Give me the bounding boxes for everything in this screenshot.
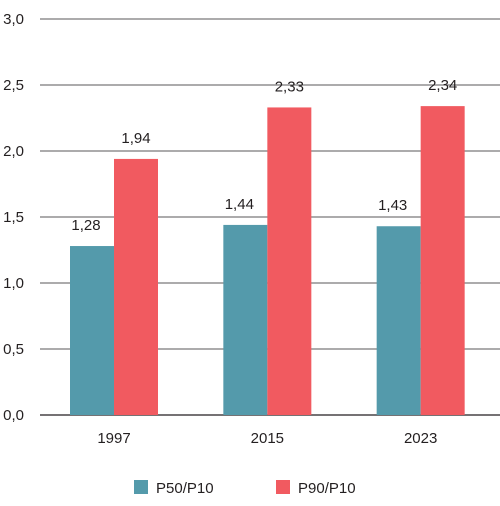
y-tick-label: 1,5: [3, 209, 24, 226]
bar: [420, 106, 465, 416]
y-tick-label: 3,0: [3, 11, 24, 28]
data-label: 1,44: [225, 196, 254, 213]
legend: P50/P10 P90/P10: [134, 480, 356, 497]
x-axis-tick-labels: 1997 2015 2023: [97, 430, 437, 447]
x-tick-label: 2023: [404, 430, 437, 447]
y-tick-label: 0,5: [3, 341, 24, 358]
data-label: 1,43: [378, 197, 407, 214]
y-tick-label: 2,0: [3, 143, 24, 160]
data-label: 2,34: [428, 77, 457, 94]
x-tick-label: 2015: [251, 430, 284, 447]
bar: [114, 158, 158, 416]
bars: [70, 106, 465, 416]
legend-swatch: [276, 480, 290, 494]
y-tick-label: 2,5: [3, 77, 24, 94]
bar: [70, 246, 114, 415]
y-tick-label: 0,0: [3, 407, 24, 424]
data-label: 2,33: [275, 78, 304, 95]
x-tick-label: 1997: [97, 430, 130, 447]
bar: [267, 107, 312, 415]
legend-label: P50/P10: [156, 480, 214, 497]
bar: [376, 226, 421, 415]
y-tick-label: 1,0: [3, 275, 24, 292]
data-labels: 1,28 1,94 1,44 2,33 1,43 2,34: [71, 77, 457, 234]
data-label: 1,28: [71, 217, 100, 234]
legend-swatch: [134, 480, 148, 494]
y-axis-tick-labels: 0,0 0,5 1,0 1,5 2,0 2,5 3,0: [3, 11, 24, 424]
data-label: 1,94: [121, 130, 150, 147]
bar: [223, 224, 268, 415]
legend-label: P90/P10: [298, 480, 356, 497]
